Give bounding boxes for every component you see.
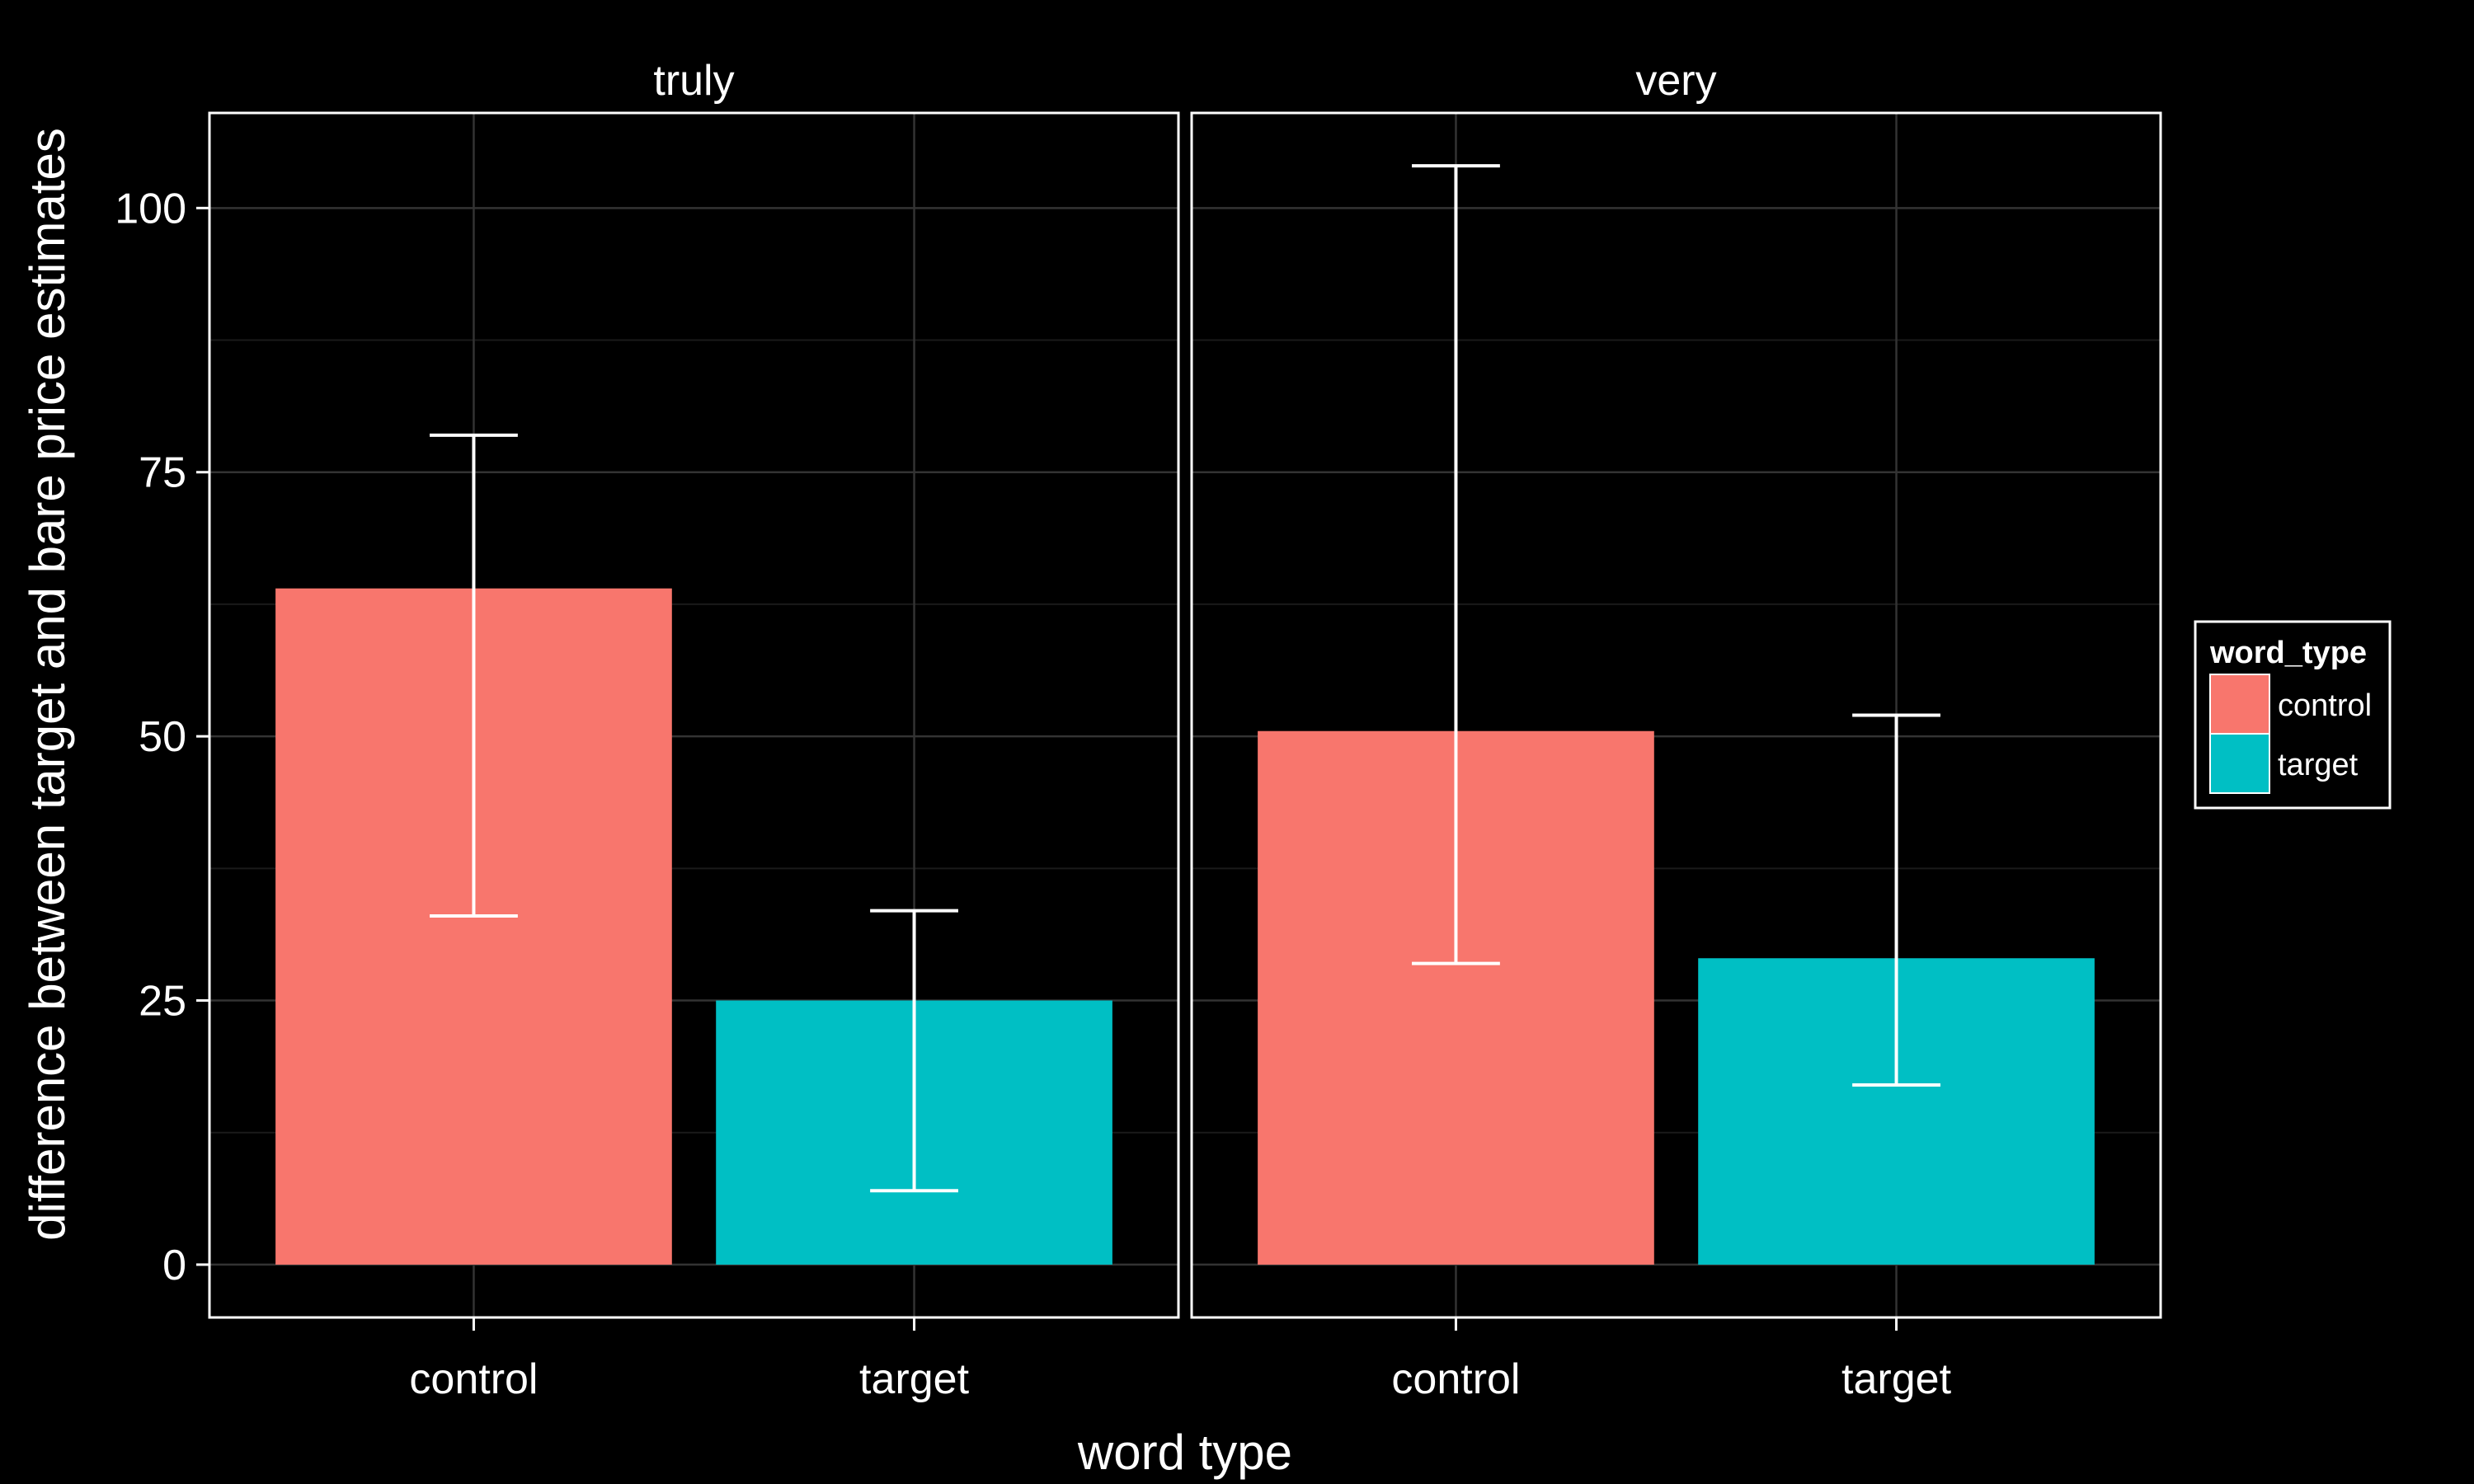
x-tick-label: target [859,1355,970,1403]
facet-label-truly: truly [653,57,734,105]
legend-title: word_type [2209,636,2367,670]
y-tick-label: 25 [139,978,186,1026]
x-axis: control target control target [409,1317,1952,1403]
x-tick-label: target [1841,1355,1952,1403]
y-tick-label: 0 [162,1242,186,1289]
y-tick-label: 50 [139,713,186,761]
errorbar-truly-target [870,909,958,1193]
legend-key-control [2209,674,2270,735]
y-axis: 0 25 50 75 100 [115,185,209,1289]
y-tick-label: 100 [115,185,186,232]
errorbar-very-target [1852,713,1940,1087]
facet-panel-truly: truly [208,57,1180,1319]
errorbar-truly-control [430,433,518,918]
panel-border [1190,111,2162,1319]
x-tick-label: control [1391,1355,1520,1403]
y-tick-label: 75 [139,449,186,497]
legend-label-control: control [2278,688,2372,723]
facet-panel-very: very [1190,57,2162,1319]
legend-label-target: target [2278,748,2359,782]
panels: truly very [208,57,2162,1319]
legend-key-target [2209,733,2270,794]
facet-label-very: very [1635,57,1716,105]
y-axis-title: difference between target and bare price… [20,128,75,1241]
panel-border [208,111,1180,1319]
x-axis-title: word type [1077,1425,1292,1480]
x-tick-label: control [409,1355,538,1403]
errorbar-very-control [1412,164,1500,965]
